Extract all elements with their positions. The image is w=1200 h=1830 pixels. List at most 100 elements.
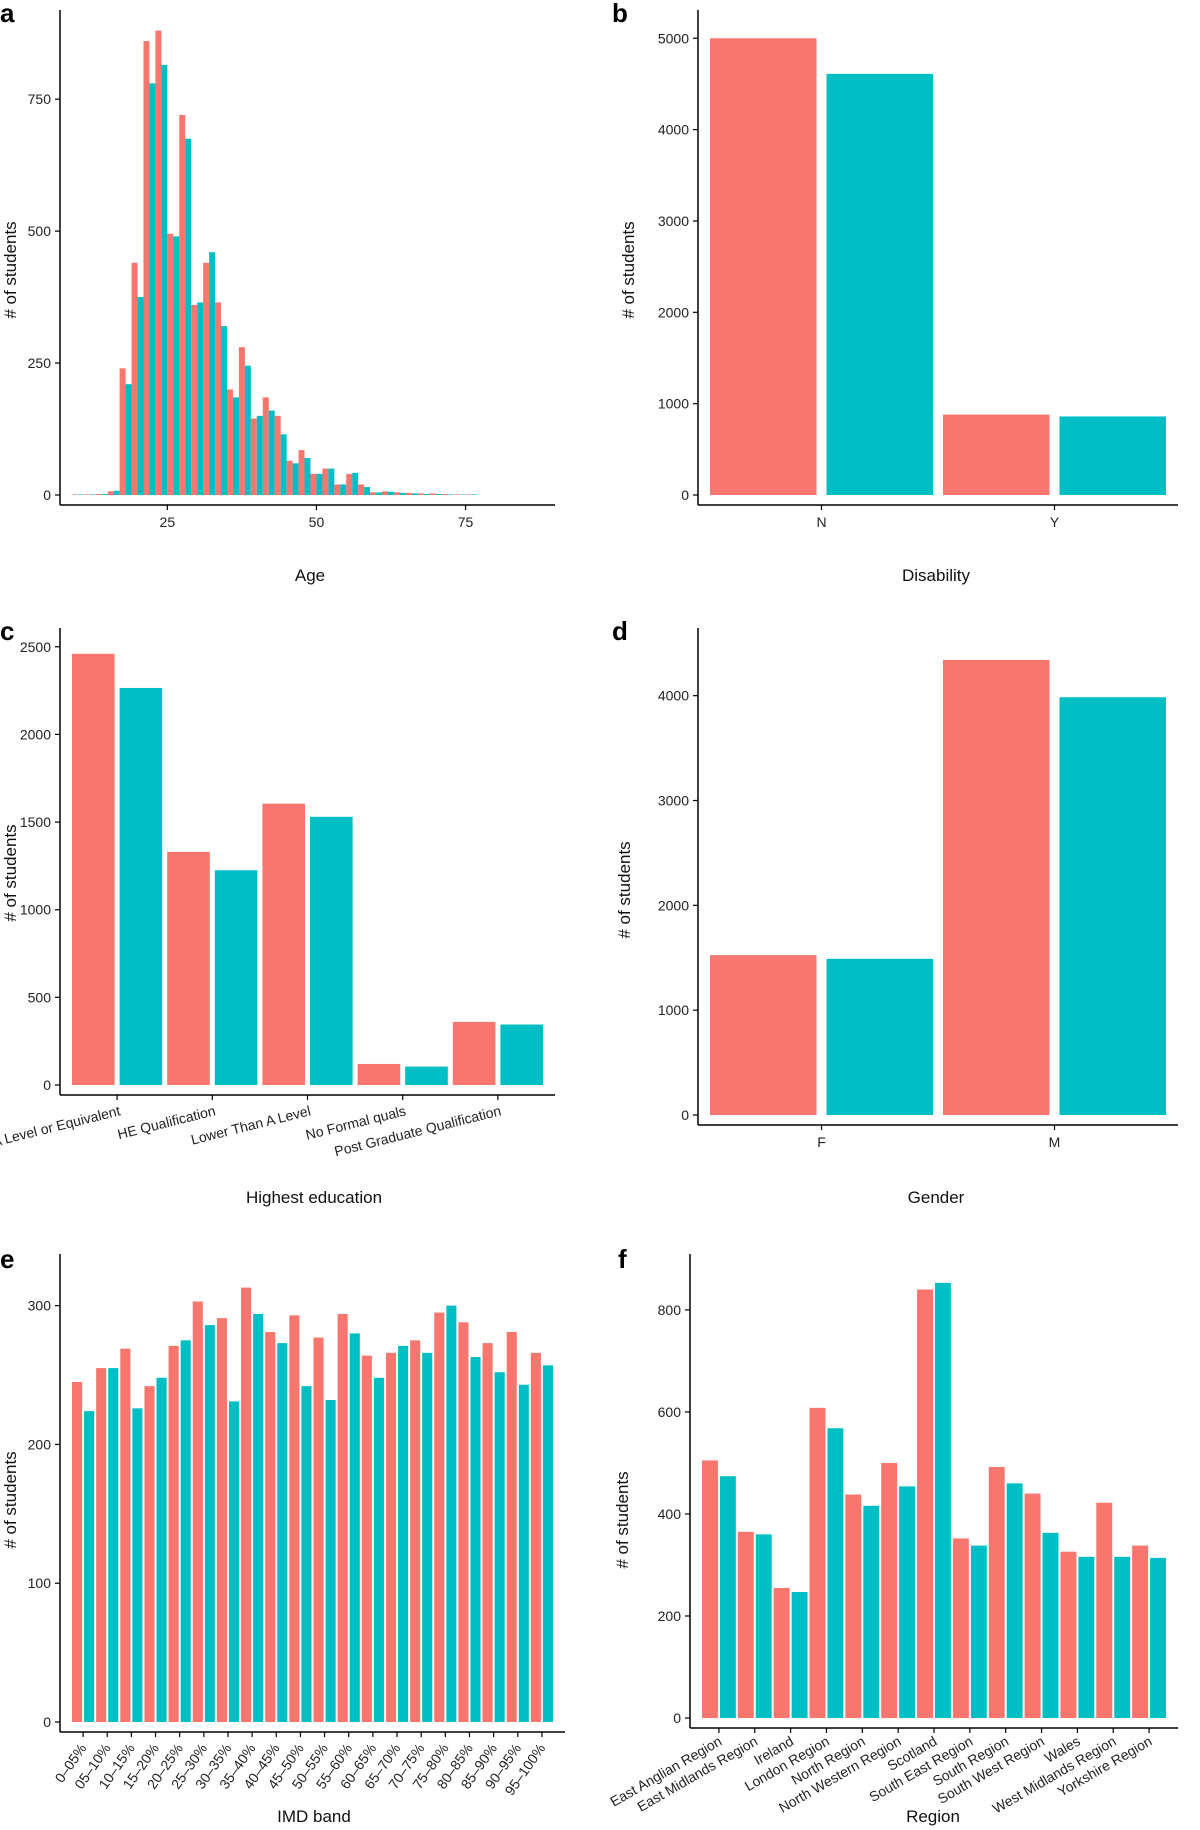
bar-series2 <box>113 490 120 495</box>
bar-series1 <box>417 493 424 495</box>
panel-a-label: a <box>0 0 15 28</box>
bar-series2 <box>156 1377 167 1722</box>
bar-series2 <box>349 1333 360 1722</box>
bar-series1 <box>385 1352 397 1722</box>
y-tick-label: 5000 <box>658 30 689 46</box>
bar-series1 <box>262 803 305 1085</box>
bar-series1 <box>881 1462 898 1718</box>
bar-series1 <box>1132 1545 1149 1718</box>
panel-a-ylabel: # of students <box>1 221 20 318</box>
bar-series2 <box>256 415 263 495</box>
bar-series2 <box>268 410 275 495</box>
x-tick-label: 75 <box>458 514 474 530</box>
bar-series2 <box>1059 416 1166 495</box>
bar-series2 <box>197 302 204 495</box>
bar-series2 <box>209 252 216 495</box>
x-tick-label: 25 <box>160 514 176 530</box>
bar-series1 <box>192 1301 203 1722</box>
panel-e-ylabel: # of students <box>1 1451 20 1548</box>
y-tick-label: 3000 <box>658 792 689 808</box>
bar-series1 <box>530 1352 541 1722</box>
panel-d-axes: 0 1000 2000 3000 4000 F M <box>658 628 1178 1150</box>
bar-series1 <box>952 1538 969 1718</box>
y-tick-label: 750 <box>28 91 52 107</box>
x-tick-label: Post Graduate Qualification <box>333 1102 503 1159</box>
bar-series2 <box>125 384 132 495</box>
bar-series1 <box>458 1322 469 1722</box>
bar-series1 <box>262 397 269 495</box>
bar-series1 <box>226 389 233 495</box>
bar-series1 <box>337 1313 348 1722</box>
x-tick-label: Y <box>1050 514 1060 530</box>
bar-series2 <box>422 1352 433 1722</box>
bar-series2 <box>373 1377 384 1722</box>
bar-series2 <box>161 64 168 495</box>
bar-series1 <box>393 492 400 495</box>
bar-series2 <box>471 494 478 495</box>
y-tick-label: 500 <box>28 223 52 239</box>
bar-series2 <box>280 434 287 495</box>
panel-f-label: f <box>618 1244 627 1274</box>
bar-series2 <box>84 1411 95 1722</box>
bar-series1 <box>322 468 329 495</box>
bar-series1 <box>1060 1551 1077 1718</box>
bar-series2 <box>435 493 442 495</box>
bar-series2 <box>827 1428 844 1718</box>
panel-f-marks <box>702 1282 1166 1718</box>
panel-b-xlabel: Disability <box>902 566 971 585</box>
bar-series1 <box>72 1381 83 1722</box>
y-tick-label: 2000 <box>658 897 689 913</box>
x-tick-label: F <box>817 1134 826 1150</box>
y-tick-label: 1000 <box>658 1002 689 1018</box>
y-tick-label: 500 <box>28 989 52 1005</box>
bar-series1 <box>988 1467 1005 1718</box>
y-tick-label: 0 <box>681 1107 689 1123</box>
bar-series1 <box>357 1063 401 1085</box>
bar-series2 <box>1042 1532 1059 1718</box>
bar-series2 <box>542 1365 553 1722</box>
panel-a-marks <box>71 30 478 496</box>
y-tick-label: 1500 <box>20 814 51 830</box>
y-tick-label: 1000 <box>658 396 689 412</box>
bar-series2 <box>1114 1556 1131 1718</box>
bar-series1 <box>215 302 222 495</box>
panel-a-age-histogram: a 0 250 500 750 25 50 75 Age # of students <box>0 0 555 585</box>
bar-series1 <box>434 1312 445 1722</box>
bar-series2 <box>494 1372 505 1722</box>
panel-d-label: d <box>612 616 628 646</box>
bar-series2 <box>470 1356 481 1722</box>
bar-series2 <box>316 473 323 495</box>
panel-c-education-chart: c 0 500 1000 1500 2000 2500 A Level or Equival… <box>0 616 555 1207</box>
bar-series1 <box>710 955 817 1115</box>
panel-c-ylabel: # of students <box>1 824 20 921</box>
panel-b-disability-chart: b 0 1000 2000 3000 4000 5000 N Y Disability # o… <box>612 0 1178 585</box>
bar-series2 <box>376 492 383 495</box>
bar-series2 <box>328 468 335 495</box>
y-tick-label: 0 <box>673 1710 681 1726</box>
bar-series1 <box>310 473 317 495</box>
y-tick-label: 100 <box>28 1575 52 1591</box>
bar-series1 <box>120 1348 131 1722</box>
bar-series1 <box>506 1332 517 1722</box>
bar-series1 <box>167 233 174 495</box>
panel-e-imd-band-chart: e 01002003000–05%05–10%10–15%15–20%20–25… <box>0 1244 565 1826</box>
bar-series1 <box>96 1368 107 1722</box>
x-tick-label: 50 <box>309 514 325 530</box>
bar-series2 <box>447 494 454 495</box>
y-tick-label: 300 <box>28 1298 52 1314</box>
bar-series2 <box>185 138 192 495</box>
bar-series1 <box>143 41 150 495</box>
bar-series1 <box>83 494 90 495</box>
bar-series2 <box>173 236 180 495</box>
y-tick-label: 0 <box>43 487 51 503</box>
bar-series2 <box>137 297 144 495</box>
bar-series2 <box>826 73 933 496</box>
bar-series1 <box>452 1021 496 1085</box>
bar-series2 <box>719 1476 736 1718</box>
bar-series1 <box>313 1337 324 1722</box>
bar-series2 <box>292 463 299 495</box>
bar-series1 <box>131 262 138 495</box>
y-tick-label: 3000 <box>658 213 689 229</box>
y-tick-label: 1000 <box>20 902 51 918</box>
